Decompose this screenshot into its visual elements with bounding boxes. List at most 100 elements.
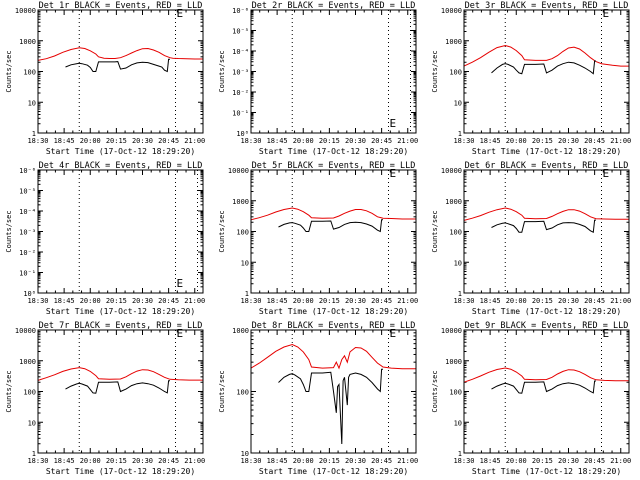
y-axis-label: Counts/sec	[218, 210, 226, 252]
x-tick-label: 20:30	[558, 137, 579, 145]
x-tick-label: 18:30	[27, 457, 48, 465]
y-tick-label: 1	[245, 290, 249, 298]
x-tick-label: 20:45	[158, 457, 179, 465]
series-line-events	[65, 58, 170, 73]
x-tick-label: 21:00	[184, 137, 205, 145]
y-tick-label: 1	[32, 450, 36, 458]
plot-frame	[37, 9, 204, 134]
y-tick-label: 10	[241, 450, 249, 458]
panel-title: Det 8r BLACK = Events, RED = LLD	[252, 321, 416, 331]
y-axis-label: Counts/sec	[431, 370, 439, 412]
detector-panel-3: Det 3r BLACK = Events, RED = LLD Start Ti…	[431, 1, 631, 156]
series-line-events	[491, 60, 596, 75]
x-tick-label: 18:30	[453, 297, 474, 305]
y-axis-label: Counts/sec	[5, 50, 13, 92]
x-tick-label: 18:30	[27, 297, 48, 305]
series-line-lld	[463, 207, 629, 221]
panel-title: Det 3r BLACK = Events, RED = LLD	[465, 1, 629, 11]
x-tick-label: 20:00	[80, 297, 101, 305]
series-line-events	[491, 219, 596, 233]
x-tick-label: 18:45	[54, 297, 75, 305]
plot-frame	[463, 329, 630, 454]
series-line-lld	[463, 44, 629, 67]
y-tick-label: 1	[458, 450, 462, 458]
panel-title: Det 2r BLACK = Events, RED = LLD	[252, 1, 416, 11]
y-tick-label: 10⁻¹	[19, 270, 36, 278]
x-tick-label: 20:15	[532, 137, 553, 145]
y-tick-label: 1000	[445, 358, 462, 366]
x-tick-label: 18:45	[267, 137, 288, 145]
y-tick-label: 10000	[15, 7, 36, 15]
y-tick-label: 10	[454, 99, 462, 107]
y-tick-label: 10000	[441, 7, 462, 15]
x-axis-label: Start Time (17-Oct-12 18:29:20)	[472, 467, 621, 476]
x-axis-label: Start Time (17-Oct-12 18:29:20)	[472, 307, 621, 316]
y-tick-label: 100	[236, 229, 249, 237]
y-tick-label: 1	[32, 130, 36, 138]
series-line-lld	[37, 47, 203, 61]
series-line-lld	[250, 207, 416, 221]
x-tick-label: 20:45	[371, 137, 392, 145]
series-line-lld	[37, 367, 203, 381]
x-tick-label: 20:15	[106, 297, 127, 305]
x-tick-label: 20:45	[584, 137, 605, 145]
panel-title: Det 1r BLACK = Events, RED = LLD	[39, 1, 203, 11]
x-tick-label: 18:30	[240, 457, 261, 465]
detector-panel-4: Det 4r BLACK = Events, RED = LLD Start Ti…	[5, 161, 205, 316]
plot-frame	[250, 329, 417, 454]
x-tick-label: 18:45	[480, 297, 501, 305]
detector-panel-2: Det 2r BLACK = Events, RED = LLD Start Ti…	[218, 1, 418, 156]
plot-frame	[37, 329, 204, 454]
x-tick-label: 20:30	[558, 457, 579, 465]
detector-panel-8: Det 8r BLACK = Events, RED = LLD Start Ti…	[218, 321, 418, 476]
y-axis-label: Counts/sec	[5, 370, 13, 412]
event-marker-label: E	[177, 7, 184, 20]
x-tick-label: 20:00	[506, 137, 527, 145]
x-tick-label: 18:45	[267, 297, 288, 305]
x-tick-label: 20:30	[345, 457, 366, 465]
plot-frame	[37, 169, 204, 294]
y-tick-label: 100	[449, 389, 462, 397]
series-line-lld	[250, 343, 416, 370]
y-tick-label: 1000	[445, 38, 462, 46]
x-tick-label: 21:00	[610, 297, 631, 305]
x-tick-label: 20:45	[371, 297, 392, 305]
panel-title: Det 9r BLACK = Events, RED = LLD	[465, 321, 629, 331]
plot-frame	[250, 169, 417, 294]
y-tick-label: 1000	[19, 38, 36, 46]
y-axis-label: Counts/sec	[431, 50, 439, 92]
y-tick-label: 10	[241, 259, 249, 267]
y-axis-label: Counts/sec	[431, 210, 439, 252]
y-tick-label: 10⁻⁵	[232, 28, 249, 36]
x-tick-label: 18:30	[453, 137, 474, 145]
y-tick-label: 10	[454, 259, 462, 267]
y-tick-label: 10	[28, 99, 36, 107]
y-tick-label: 100	[449, 69, 462, 77]
panel-title: Det 7r BLACK = Events, RED = LLD	[39, 321, 203, 331]
x-axis-label: Start Time (17-Oct-12 18:29:20)	[259, 147, 408, 156]
x-tick-label: 20:45	[584, 457, 605, 465]
y-tick-label: 100	[23, 69, 36, 77]
detector-panel-6: Det 6r BLACK = Events, RED = LLD Start Ti…	[431, 161, 631, 316]
x-tick-label: 20:30	[132, 137, 153, 145]
plot-frame	[463, 169, 630, 294]
x-tick-label: 18:45	[480, 137, 501, 145]
detector-panel-1: Det 1r BLACK = Events, RED = LLD Start Ti…	[5, 1, 205, 156]
y-tick-label: 100	[236, 389, 249, 397]
y-tick-label: 10⁰	[23, 290, 36, 298]
x-tick-label: 21:00	[184, 457, 205, 465]
y-tick-label: 10⁻³	[232, 69, 249, 77]
x-tick-label: 21:00	[397, 137, 418, 145]
x-tick-label: 18:45	[480, 457, 501, 465]
y-tick-label: 1	[458, 290, 462, 298]
series-line-events	[491, 380, 596, 394]
x-tick-label: 20:15	[106, 137, 127, 145]
y-tick-label: 1000	[232, 198, 249, 206]
x-tick-label: 18:45	[54, 137, 75, 145]
x-tick-label: 20:00	[80, 457, 101, 465]
y-tick-label: 10⁻⁴	[232, 48, 249, 56]
x-tick-label: 20:45	[371, 457, 392, 465]
event-marker-label: E	[603, 7, 610, 20]
x-tick-label: 18:45	[267, 457, 288, 465]
